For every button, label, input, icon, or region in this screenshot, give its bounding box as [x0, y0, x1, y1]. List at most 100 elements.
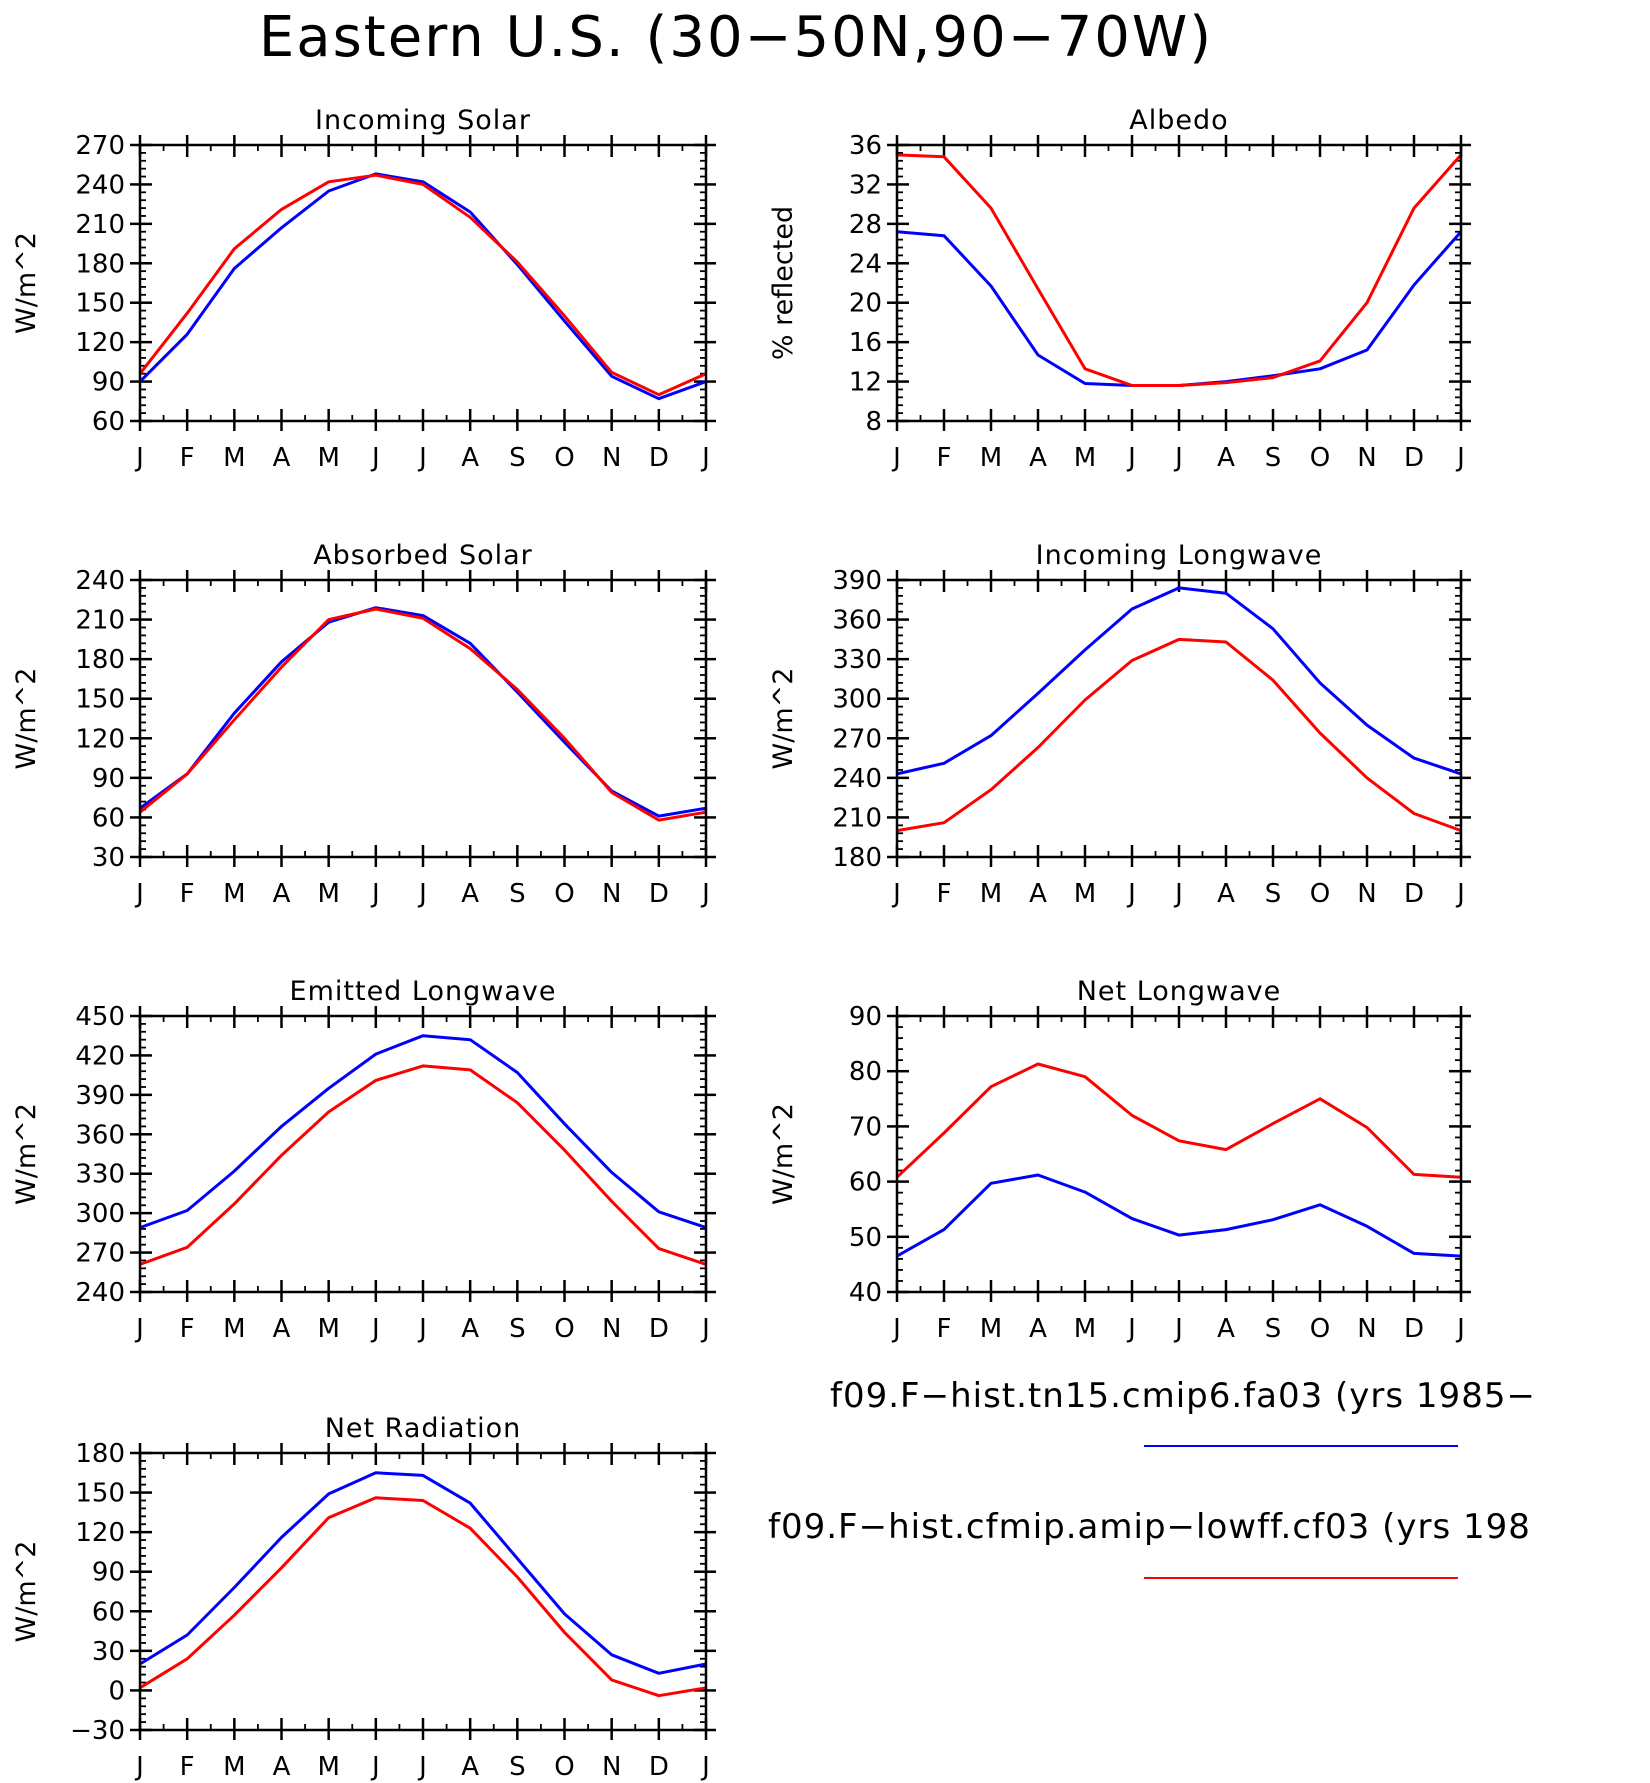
y-tick-label: 28 [849, 210, 882, 240]
x-tick-label: O [554, 443, 574, 473]
y-tick-label: 270 [75, 1239, 125, 1269]
x-tick-label: S [1265, 879, 1282, 909]
series-line-2 [896, 153, 1463, 387]
figure-title: Eastern U.S. (30−50N,90−70W) [259, 5, 1213, 70]
panel-title: Emitted Longwave [290, 976, 557, 1007]
x-tick-label: J [700, 1314, 710, 1344]
legend-label-2: f09.F−hist.cfmip.amip−lowff.cf03 (yrs 19… [768, 1507, 1531, 1547]
x-tick-label: A [1217, 879, 1235, 909]
plot-frame [895, 578, 1463, 859]
plot-frame [138, 1014, 708, 1294]
y-axis-label: W/m^2 [768, 668, 799, 770]
x-tick-label: F [937, 443, 952, 473]
y-tick-label: 30 [92, 1637, 125, 1667]
y-tick-label: 390 [832, 566, 882, 596]
y-tick-label: 120 [75, 1518, 125, 1548]
y-axis-label: W/m^2 [11, 232, 42, 334]
series-line-1 [896, 586, 1462, 776]
x-tick-label: J [417, 1752, 427, 1782]
series-line-1 [896, 1173, 1462, 1258]
x-tick-label: N [602, 443, 621, 473]
y-tick-label: 50 [849, 1223, 882, 1253]
panel-title: Incoming Solar [315, 105, 531, 136]
y-tick-label: 330 [832, 645, 882, 675]
x-tick-label: J [1126, 1314, 1136, 1344]
y-tick-label: 90 [849, 1002, 882, 1032]
y-tick-label: 270 [832, 724, 882, 754]
x-tick-label: M [223, 1752, 245, 1782]
x-tick-label: M [1074, 879, 1096, 909]
x-tick-label: M [223, 1314, 245, 1344]
y-tick-label: 90 [92, 368, 125, 398]
x-tick-label: J [891, 1314, 901, 1344]
panel-title: Absorbed Solar [313, 540, 533, 571]
y-tick-label: 60 [849, 1168, 882, 1198]
y-tick-label: 390 [75, 1081, 125, 1111]
x-tick-label: J [370, 879, 380, 909]
x-tick-label: J [370, 1314, 380, 1344]
x-tick-label: J [370, 1752, 380, 1782]
x-tick-label: O [1310, 879, 1330, 909]
y-tick-label: 80 [849, 1057, 882, 1087]
x-tick-label: M [317, 443, 339, 473]
y-tick-label: 210 [75, 210, 125, 240]
panel-title: Albedo [1129, 105, 1228, 136]
y-axis-label: % reflected [768, 206, 799, 360]
y-tick-label: 20 [849, 289, 882, 319]
x-tick-label: O [554, 879, 574, 909]
x-tick-label: A [1029, 879, 1047, 909]
y-tick-label: 120 [75, 328, 125, 358]
series-line-1 [139, 1034, 707, 1230]
x-tick-label: F [180, 1314, 195, 1344]
y-tick-label: 180 [832, 843, 882, 873]
x-tick-label: J [891, 443, 901, 473]
x-tick-label: S [509, 443, 526, 473]
y-tick-label: 210 [832, 803, 882, 833]
x-tick-label: J [134, 879, 144, 909]
series-line-1 [138, 172, 707, 401]
y-axis-label: W/m^2 [11, 1541, 42, 1643]
plot-frame [895, 1014, 1463, 1294]
y-tick-label: 60 [92, 1597, 125, 1627]
series-line-1 [139, 606, 707, 818]
y-tick-label: 90 [92, 1558, 125, 1588]
y-tick-label: 40 [849, 1278, 882, 1308]
y-tick-label: 420 [75, 1041, 125, 1071]
y-tick-label: 8 [865, 407, 882, 437]
x-tick-label: M [980, 1314, 1002, 1344]
series-line-2 [139, 607, 707, 822]
x-tick-label: F [937, 1314, 952, 1344]
series-line-2 [139, 1496, 707, 1698]
plot-frame [138, 578, 708, 859]
plot-frame [138, 1451, 708, 1732]
x-tick-label: A [273, 443, 291, 473]
y-tick-label: 150 [75, 1479, 125, 1509]
x-tick-label: O [554, 1752, 574, 1782]
x-tick-label: J [417, 1314, 427, 1344]
x-tick-label: J [134, 1314, 144, 1344]
x-tick-label: N [602, 879, 621, 909]
series-line-2 [138, 173, 707, 397]
x-tick-label: D [1404, 1314, 1424, 1344]
panel-title: Net Radiation [325, 1413, 522, 1444]
y-tick-label: 60 [92, 407, 125, 437]
x-tick-label: S [509, 1314, 526, 1344]
x-tick-label: D [1404, 443, 1424, 473]
x-tick-label: M [317, 1314, 339, 1344]
x-tick-label: F [180, 443, 195, 473]
series-line-1 [896, 230, 1463, 387]
x-tick-label: F [937, 879, 952, 909]
x-tick-label: A [461, 1752, 479, 1782]
plot-frame [138, 143, 708, 423]
y-axis-label: W/m^2 [11, 668, 42, 770]
legend-label-1: f09.F−hist.tn15.cmip6.fa03 (yrs 1985− [830, 1376, 1536, 1416]
x-tick-label: J [700, 1752, 710, 1782]
legend: f09.F−hist.tn15.cmip6.fa03 (yrs 1985− f09… [768, 1376, 1536, 1579]
series-line-2 [896, 637, 1462, 833]
y-tick-label: 180 [75, 249, 125, 279]
x-tick-label: A [1029, 1314, 1047, 1344]
y-tick-label: 180 [75, 645, 125, 675]
